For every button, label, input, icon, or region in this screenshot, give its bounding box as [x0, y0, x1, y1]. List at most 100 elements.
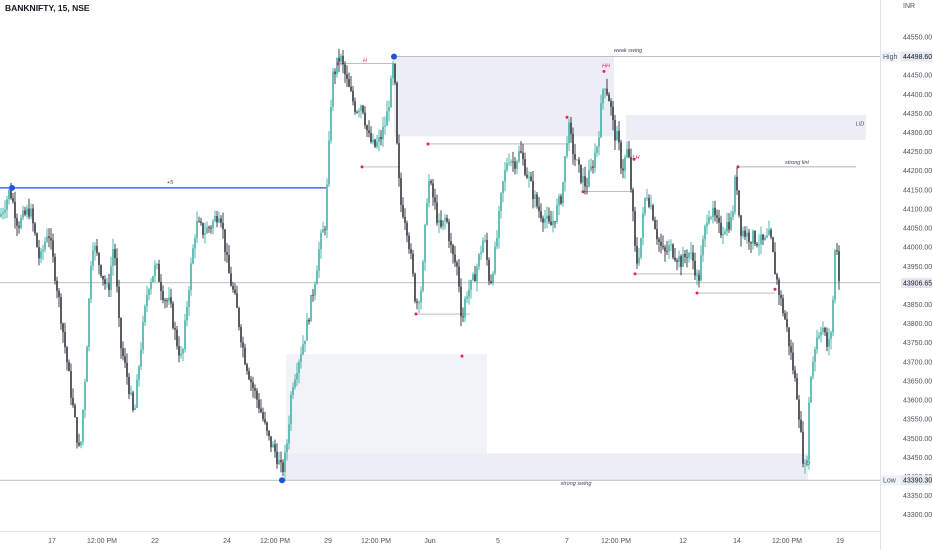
candle-body [178, 346, 180, 356]
candle-body [296, 373, 298, 380]
candle [792, 342, 794, 375]
candle [554, 220, 556, 228]
y-tick-label: 43550.00 [903, 417, 932, 424]
candle-body [392, 64, 394, 79]
candle [782, 294, 784, 317]
candle [462, 307, 464, 322]
candle-body [344, 64, 346, 75]
candle-body [84, 381, 86, 410]
candle [654, 216, 656, 230]
candle [596, 145, 598, 158]
candle [668, 239, 670, 259]
candle-body [434, 197, 436, 203]
candle-body [266, 422, 268, 431]
candle-body [762, 234, 764, 240]
candle-body [404, 217, 406, 223]
candle [86, 345, 88, 382]
candle [166, 298, 168, 308]
candle-body [56, 280, 58, 291]
candle [412, 250, 414, 277]
candle-body [364, 112, 366, 126]
candle [664, 244, 666, 262]
candle-body [772, 237, 774, 253]
candle [734, 174, 736, 215]
candle [560, 193, 562, 206]
candle [198, 216, 200, 223]
candle [752, 229, 754, 250]
candle-body [810, 376, 812, 403]
candle [148, 287, 150, 301]
candle-body [170, 297, 172, 304]
candle-body [822, 328, 824, 333]
candle [130, 385, 132, 396]
candle [442, 220, 444, 231]
candle-body [770, 229, 772, 238]
candle-body [252, 382, 254, 389]
candle [582, 168, 584, 190]
candle-body [704, 226, 706, 240]
candle [688, 252, 690, 263]
candle [144, 304, 146, 326]
candle [284, 444, 286, 482]
candle-body [504, 169, 506, 182]
candle [178, 336, 180, 363]
candle [732, 205, 734, 221]
pivot-marker-5 [426, 142, 430, 146]
candle [608, 92, 610, 102]
candle-body [368, 130, 370, 134]
candle [300, 346, 302, 369]
candle [380, 129, 382, 146]
candle [40, 247, 42, 264]
x-tick-label: 24 [223, 538, 231, 545]
candle-body [70, 371, 72, 398]
candle-body [398, 143, 400, 179]
candle-body [500, 193, 502, 212]
candle [342, 49, 344, 74]
candle-body [136, 379, 138, 408]
candle [262, 407, 264, 422]
candle [434, 188, 436, 210]
candle-body [738, 190, 740, 216]
candle-body [442, 220, 444, 227]
candle [738, 190, 740, 218]
candle [632, 187, 634, 222]
candle-body [742, 230, 744, 237]
axis-tag-value: 43390.30 [903, 478, 932, 485]
candle [154, 260, 156, 282]
candle-body [676, 260, 678, 263]
candle [374, 138, 376, 149]
candle [156, 262, 158, 270]
candle-body [322, 229, 324, 233]
candle [444, 214, 446, 230]
candle-body [202, 223, 204, 235]
candle [486, 232, 488, 266]
candle [336, 57, 338, 78]
candle [460, 278, 462, 327]
candle [504, 162, 506, 192]
candle-body [624, 157, 626, 171]
candle-body [350, 86, 352, 91]
y-tick-label: 44200.00 [903, 168, 932, 175]
candle [586, 177, 588, 195]
candle-body [174, 328, 176, 330]
candle-body [272, 444, 274, 448]
candle [376, 134, 378, 149]
candle-body [72, 397, 74, 406]
candle [274, 439, 276, 458]
candle-body [706, 223, 708, 227]
candle-body [630, 156, 632, 190]
candle [182, 347, 184, 362]
candle [368, 120, 370, 138]
candle-body [454, 254, 456, 263]
candle-body [214, 216, 216, 222]
candle-body [736, 176, 738, 191]
candle-body [90, 265, 92, 299]
candle-body [694, 260, 696, 276]
candle [824, 326, 826, 337]
candle [260, 399, 262, 414]
candle-body [724, 231, 726, 235]
candle-body [340, 55, 342, 62]
candle-body [436, 202, 438, 223]
candle-body [150, 282, 152, 290]
